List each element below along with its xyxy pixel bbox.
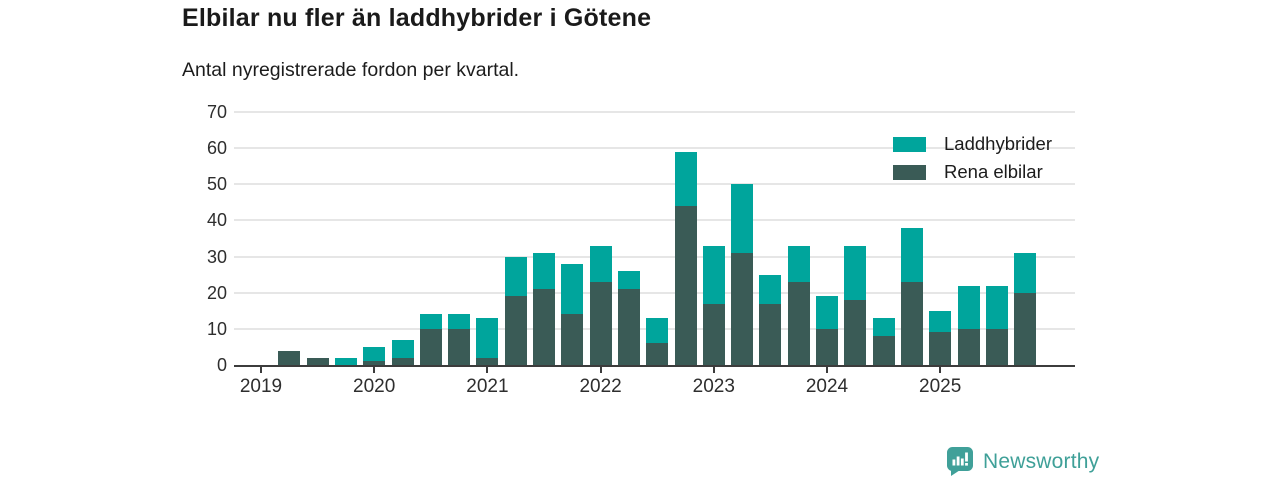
bar-segment-laddhybrider — [844, 245, 867, 300]
gridline — [234, 111, 1075, 113]
bar-segment-rena-elbilar — [900, 281, 923, 365]
bar-segment-laddhybrider — [674, 151, 697, 206]
x-axis-tick — [939, 367, 942, 373]
bar-segment-laddhybrider — [504, 256, 527, 297]
bar-segment-rena-elbilar — [985, 328, 1008, 365]
legend-item-rena-elbilar: Rena elbilar — [893, 161, 1052, 183]
bar-segment-laddhybrider — [419, 314, 442, 329]
bar-segment-laddhybrider — [1014, 252, 1037, 293]
bar-segment-rena-elbilar — [929, 332, 952, 365]
bar-segment-rena-elbilar — [306, 357, 329, 365]
bar-segment-laddhybrider — [391, 339, 414, 358]
bar-segment-rena-elbilar — [419, 328, 442, 365]
y-axis-label: 0 — [216, 355, 227, 375]
bar-segment-rena-elbilar — [391, 357, 414, 365]
bar-segment-laddhybrider — [363, 346, 386, 362]
bar-segment-laddhybrider — [334, 357, 357, 365]
page-title: Elbilar nu fler än laddhybrider i Götene — [182, 4, 652, 32]
bar-segment-rena-elbilar — [476, 357, 499, 365]
legend-item-laddhybrider: Laddhybrider — [893, 133, 1052, 155]
bar-segment-laddhybrider — [900, 227, 923, 282]
gridline — [234, 255, 1075, 258]
bar-segment-laddhybrider — [816, 296, 838, 329]
bar-segment-laddhybrider — [589, 245, 612, 282]
bar-segment-laddhybrider — [617, 271, 640, 290]
y-axis-label: 70 — [206, 102, 227, 122]
bar-segment-rena-elbilar — [363, 361, 386, 365]
legend-label-laddhybrider: Laddhybrider — [944, 133, 1052, 154]
bar-segment-laddhybrider — [929, 310, 952, 333]
bar-segment-rena-elbilar — [787, 281, 810, 365]
gridline — [234, 219, 1075, 222]
y-axis-label: 40 — [206, 210, 227, 231]
x-axis-tick — [712, 367, 715, 373]
gridline — [234, 147, 1075, 150]
bar-segment-rena-elbilar — [448, 328, 471, 365]
bar-segment-rena-elbilar — [646, 343, 669, 365]
bar-segment-rena-elbilar — [504, 296, 527, 365]
bar-segment-rena-elbilar — [617, 289, 640, 365]
bar-segment-rena-elbilar — [816, 328, 838, 365]
x-axis-label: 2021 — [466, 376, 509, 397]
brand-name: Newsworthy — [983, 449, 1100, 473]
bar-segment-laddhybrider — [448, 314, 471, 329]
bar-segment-laddhybrider — [731, 184, 754, 253]
bar-segment-rena-elbilar — [674, 205, 697, 365]
gridline — [234, 291, 1075, 294]
bar-segment-rena-elbilar — [702, 303, 725, 365]
x-axis-tick — [260, 367, 262, 373]
bar-segment-laddhybrider — [759, 274, 782, 304]
x-axis-label: 2020 — [353, 376, 396, 397]
legend-swatch-laddhybrider — [893, 136, 926, 152]
bar-segment-laddhybrider — [646, 318, 669, 344]
bar-segment-rena-elbilar — [844, 299, 867, 365]
bar-segment-laddhybrider — [561, 263, 584, 315]
legend-swatch-rena-elbilar — [893, 164, 926, 180]
x-axis-tick — [373, 367, 376, 373]
bar-segment-laddhybrider — [985, 285, 1008, 329]
x-axis-label: 2023 — [692, 376, 735, 397]
x-axis-tick — [826, 367, 828, 373]
bar-segment-laddhybrider — [787, 245, 810, 282]
bar-segment-rena-elbilar — [589, 281, 612, 365]
bar-chart-speech-bubble-icon — [947, 447, 973, 476]
page-subtitle: Antal nyregistrerade fordon per kvartal. — [182, 59, 520, 81]
bar-segment-rena-elbilar — [1014, 292, 1037, 365]
x-axis-label: 2022 — [579, 376, 622, 397]
bar-segment-rena-elbilar — [957, 328, 980, 365]
gridline — [234, 183, 1075, 186]
bar-segment-rena-elbilar — [872, 336, 895, 365]
plot-area: 2019 2020 2021 2022 2023 2024 2025 — [234, 111, 1075, 397]
x-axis-tick — [486, 367, 489, 373]
bar-segment-laddhybrider — [957, 285, 980, 329]
legend: Laddhybrider Rena elbilar — [893, 133, 1052, 189]
newsworthy-logo: Newsworthy — [946, 446, 1099, 477]
y-axis-label: 30 — [206, 246, 227, 267]
bar-segment-laddhybrider — [702, 245, 725, 304]
x-axis-label: 2024 — [805, 376, 849, 397]
y-axis-label: 60 — [206, 138, 227, 159]
y-axis-label: 10 — [206, 318, 227, 339]
bar-segment-rena-elbilar — [533, 289, 555, 365]
y-axis-label: 20 — [206, 282, 227, 303]
x-axis-label: 2025 — [919, 376, 962, 397]
bar-segment-laddhybrider — [476, 318, 499, 358]
x-axis-tick — [599, 367, 602, 373]
bar-segment-laddhybrider — [533, 252, 555, 290]
bar-segment-rena-elbilar — [278, 350, 301, 365]
legend-label-rena-elbilar: Rena elbilar — [944, 161, 1043, 182]
bar-segment-rena-elbilar — [561, 314, 584, 365]
bar-segment-rena-elbilar — [731, 252, 754, 365]
x-axis-label: 2019 — [239, 376, 283, 397]
bar-segment-laddhybrider — [872, 318, 895, 337]
y-axis-label: 50 — [206, 174, 227, 195]
bar-segment-rena-elbilar — [759, 303, 782, 365]
